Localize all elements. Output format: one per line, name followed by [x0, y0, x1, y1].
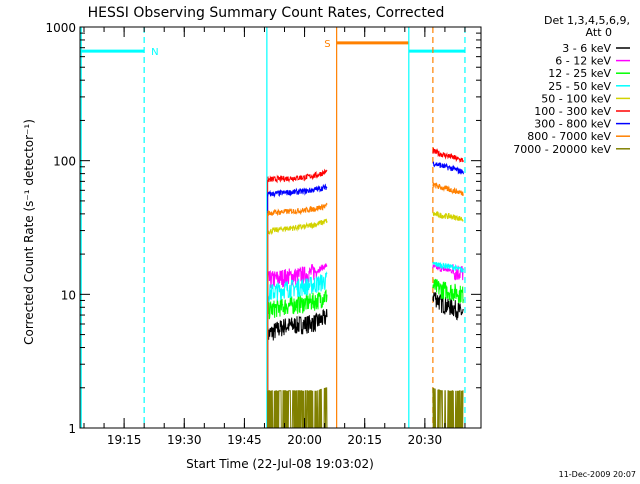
- legend-label-800-7000-kev: 800 - 7000 keV: [527, 130, 611, 143]
- legend-label-3-6-kev: 3 - 6 keV: [562, 42, 611, 55]
- legend-label-6-12-kev: 6 - 12 keV: [555, 55, 611, 68]
- series-trace-50-100-kev-seg-0: [267, 218, 328, 236]
- legend-label-50-100-kev: 50 - 100 keV: [541, 92, 611, 105]
- series-trace-12-25-kev-seg-0: [267, 289, 328, 320]
- legend-label-100-300-kev: 100 - 300 keV: [534, 105, 611, 118]
- x-tick-label-3: 20:00: [287, 433, 322, 447]
- series-trace-3-6-kev-seg-0: [267, 308, 328, 345]
- series-trace-300-800-kev-seg-1: [432, 161, 464, 175]
- x-axis-label: Start Time (22-Jul-08 19:03:02): [186, 457, 374, 471]
- annotation-layer: NS: [80, 27, 466, 428]
- x-tick-label-2: 19:45: [227, 433, 262, 447]
- series-trace-3-6-kev-seg-1: [432, 292, 464, 321]
- chart-title: HESSI Observing Summary Count Rates, Cor…: [88, 5, 445, 21]
- y-tick-label-2: 100: [53, 155, 76, 169]
- annotation-label-s: S: [324, 39, 330, 50]
- series-layer: [267, 146, 464, 429]
- series-trace-800-7000-kev-seg-1: [432, 182, 464, 196]
- series-trace-800-7000-kev-seg-0: [267, 202, 328, 216]
- series-trace-7000-20000-kev-seg-1: [432, 387, 464, 429]
- series-trace-7000-20000-kev-seg-0: [267, 387, 328, 429]
- series-trace-6-12-kev-seg-1: [432, 264, 464, 281]
- x-tick-label-0: 19:15: [107, 433, 142, 447]
- legend-label-25-50-kev: 25 - 50 keV: [548, 80, 611, 93]
- legend-label-7000-20000-kev: 7000 - 20000 keV: [513, 143, 611, 156]
- series-trace-100-300-kev-seg-1: [432, 146, 464, 163]
- y-tick-label-0: 1: [68, 422, 76, 436]
- series-trace-6-12-kev-seg-0: [267, 263, 328, 288]
- series-trace-25-50-kev-seg-0: [267, 271, 328, 303]
- y-tick-label-3: 1000: [45, 21, 76, 35]
- plot-frame: [79, 26, 482, 429]
- x-tick-label-5: 20:30: [408, 433, 443, 447]
- series-trace-12-25-kev-seg-1: [432, 278, 464, 304]
- legend-header-line-2: Att 0: [586, 26, 612, 39]
- series-trace-100-300-kev-seg-0: [267, 168, 328, 184]
- x-tick-label-4: 20:15: [347, 433, 382, 447]
- footer-date: 11-Dec-2009 20:07: [559, 470, 636, 479]
- legend-label-300-800-kev: 300 - 800 keV: [534, 118, 611, 131]
- legend-header-line-1: Det 1,3,4,5,6,9,: [544, 14, 630, 27]
- series-trace-300-800-kev-seg-0: [267, 183, 328, 198]
- x-tick-label-1: 19:30: [167, 433, 202, 447]
- legend-label-12-25-kev: 12 - 25 keV: [548, 67, 611, 80]
- annotation-label-n: N: [151, 47, 158, 58]
- y-tick-label-1: 10: [61, 288, 76, 302]
- y-axis-label: Corrected Count Rate (s⁻¹ detector⁻¹): [22, 119, 36, 345]
- axis-layer: 19:15 19:30 19:45 20:00 20:15 20:30 1 10 100 1000: [45, 21, 481, 447]
- series-trace-25-50-kev-seg-1: [432, 261, 464, 273]
- series-trace-50-100-kev-seg-1: [432, 211, 464, 222]
